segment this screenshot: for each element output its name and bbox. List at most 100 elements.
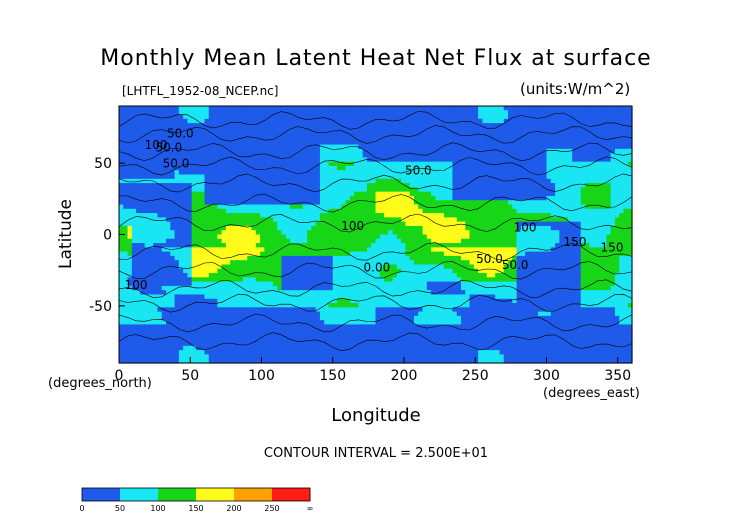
field-cell: [264, 243, 270, 248]
field-cell: [559, 110, 565, 116]
field-cell: [563, 135, 569, 141]
field-cell: [230, 157, 236, 163]
field-cell: [473, 178, 479, 184]
field-cell: [294, 110, 300, 116]
field-cell: [341, 157, 347, 163]
field-cell: [204, 187, 210, 193]
field-cell: [315, 144, 321, 150]
field-cell: [281, 153, 287, 158]
field-cell: [170, 255, 176, 261]
field-cell: [260, 127, 265, 133]
field-cell: [166, 230, 171, 236]
field-cell: [277, 225, 283, 231]
field-cell: [294, 161, 300, 167]
field-cell: [153, 221, 159, 227]
field-cell: [208, 264, 214, 270]
field-cell: [136, 208, 141, 214]
field-cell: [452, 183, 458, 188]
field-cell: [375, 191, 381, 197]
field-cell: [294, 135, 300, 141]
field-cell: [482, 110, 488, 116]
field-cell: [533, 234, 539, 240]
field-cell: [225, 187, 231, 193]
field-cell: [238, 110, 244, 116]
field-cell: [170, 204, 176, 210]
field-cell: [366, 187, 372, 193]
field-cell: [183, 110, 189, 116]
field-cell: [452, 135, 458, 141]
field-cell: [204, 191, 210, 197]
field-cell: [490, 213, 496, 218]
field-cell: [580, 178, 586, 184]
field-cell: [520, 273, 526, 278]
field-cell: [405, 255, 411, 261]
field-cell: [418, 273, 424, 278]
field-cell: [319, 140, 325, 146]
field-cell: [413, 225, 419, 231]
field-cell: [520, 187, 526, 193]
field-cell: [161, 221, 167, 227]
field-cell: [508, 208, 513, 214]
field-cell: [200, 281, 206, 287]
field-cell: [140, 118, 146, 124]
field-cell: [255, 127, 261, 133]
field-cell: [409, 144, 415, 150]
field-cell: [533, 191, 539, 197]
field-cell: [508, 234, 513, 240]
field-cell: [328, 165, 334, 171]
field-cell: [529, 144, 535, 150]
field-cell: [469, 204, 475, 210]
field-cell: [148, 213, 154, 218]
field-cell: [354, 110, 360, 116]
field-cell: [537, 264, 543, 270]
field-cell: [294, 281, 300, 287]
field-cell: [461, 234, 466, 240]
field-cell: [366, 165, 372, 171]
field-cell: [512, 238, 518, 244]
field-cell: [589, 195, 595, 201]
field-cell: [238, 165, 244, 171]
field-cell: [619, 165, 625, 171]
field-cell: [230, 144, 236, 150]
field-cell: [217, 131, 223, 137]
field-cell: [178, 221, 184, 227]
field-cell: [452, 268, 458, 274]
field-cell: [379, 221, 385, 227]
field-cell: [264, 114, 270, 120]
field-cell: [260, 277, 265, 283]
field-cell: [580, 140, 586, 146]
field-cell: [610, 260, 616, 266]
field-cell: [127, 204, 133, 210]
field-cell: [405, 204, 411, 210]
field-cell: [345, 127, 351, 133]
field-cell: [473, 217, 479, 223]
field-cell: [614, 153, 620, 158]
field-cell: [221, 213, 227, 218]
field-cell: [606, 268, 612, 274]
field-cell: [366, 174, 372, 180]
field-cell: [413, 213, 419, 218]
field-cell: [302, 264, 308, 270]
field-cell: [332, 174, 338, 180]
field-cell: [602, 144, 607, 150]
field-cell: [157, 153, 163, 158]
field-cell: [119, 170, 124, 176]
field-cell: [478, 273, 483, 278]
field-cell: [328, 264, 334, 270]
field-cell: [191, 127, 197, 133]
field-cell: [371, 118, 377, 124]
field-cell: [140, 178, 146, 184]
field-cell: [174, 221, 180, 227]
field-cell: [247, 273, 253, 278]
field-cell: [572, 234, 578, 240]
field-cell: [127, 247, 133, 253]
field-cell: [119, 144, 124, 150]
field-cell: [315, 251, 321, 257]
field-cell: [431, 157, 436, 163]
field-cell: [593, 260, 599, 266]
field-cell: [452, 131, 458, 137]
field-cell: [174, 260, 180, 266]
field-cell: [495, 170, 501, 176]
field-cell: [520, 243, 526, 248]
